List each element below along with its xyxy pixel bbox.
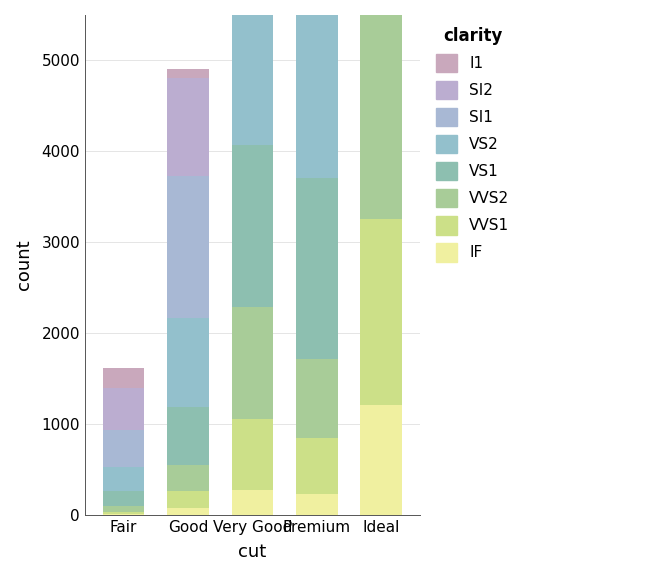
- Bar: [296, 359, 338, 438]
- Bar: [167, 509, 209, 515]
- Bar: [232, 145, 274, 306]
- X-axis label: cut: cut: [239, 543, 267, 561]
- Bar: [232, 490, 274, 515]
- Bar: [296, 178, 338, 359]
- Bar: [103, 467, 144, 491]
- Bar: [360, 219, 403, 405]
- Bar: [232, 306, 274, 419]
- Bar: [360, 405, 403, 515]
- Bar: [360, 0, 403, 219]
- Bar: [167, 407, 209, 465]
- Bar: [103, 506, 144, 513]
- Bar: [103, 514, 144, 515]
- Bar: [167, 69, 209, 78]
- Legend: I1, SI2, SI1, VS2, VS1, VVS2, VVS1, IF: I1, SI2, SI1, VS2, VS1, VVS2, VVS1, IF: [431, 22, 514, 266]
- Bar: [167, 176, 209, 318]
- Bar: [167, 491, 209, 509]
- Bar: [167, 465, 209, 491]
- Bar: [103, 369, 144, 388]
- Bar: [103, 513, 144, 514]
- Bar: [167, 78, 209, 176]
- Bar: [296, 0, 338, 178]
- Bar: [103, 491, 144, 506]
- Bar: [232, 0, 274, 145]
- Y-axis label: count: count: [15, 240, 33, 290]
- Bar: [103, 430, 144, 467]
- Bar: [103, 388, 144, 430]
- Bar: [232, 419, 274, 490]
- Bar: [167, 318, 209, 407]
- Bar: [296, 438, 338, 494]
- Bar: [296, 494, 338, 515]
